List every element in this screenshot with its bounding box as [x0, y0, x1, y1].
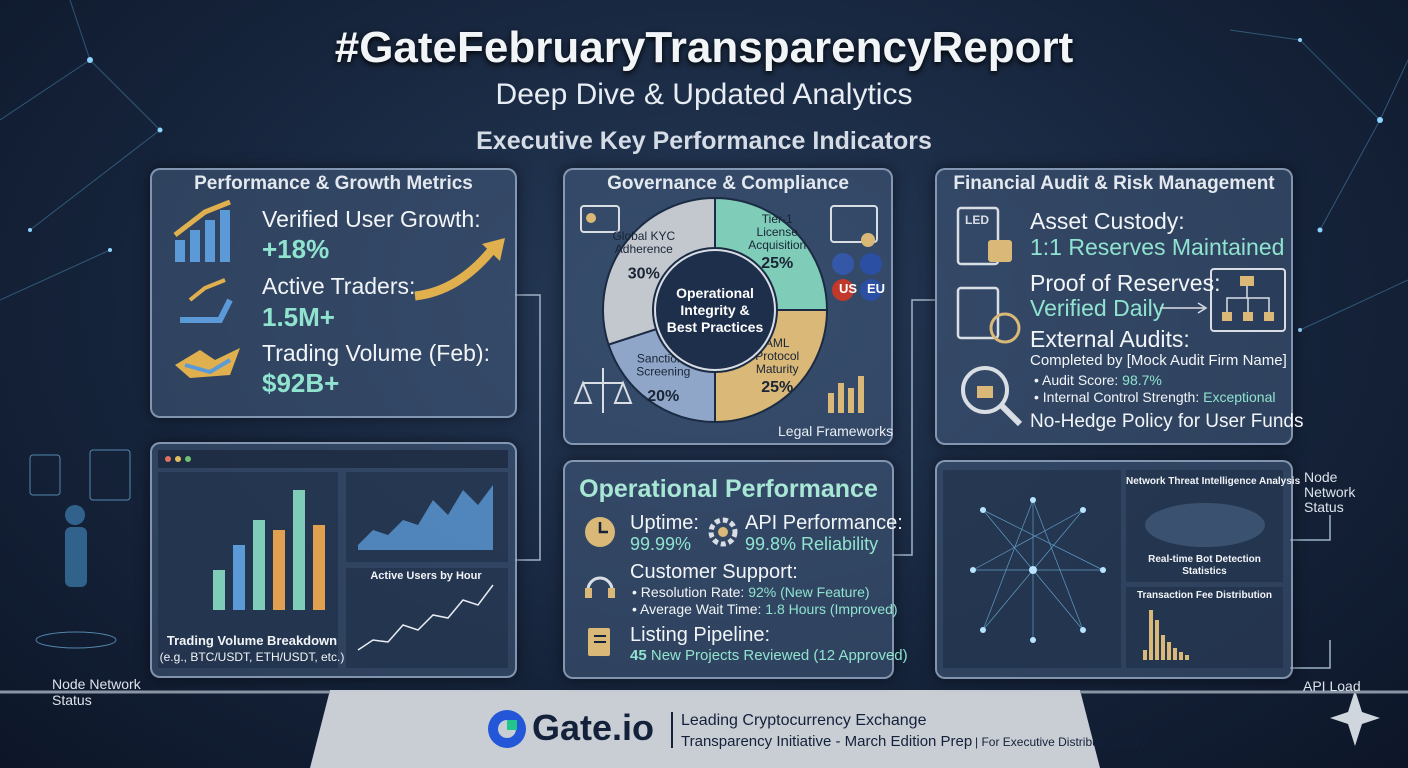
panel-title: Operational Performance [579, 475, 878, 503]
segment-label: Global KYC [612, 229, 675, 243]
op-value: 99.99% [630, 534, 692, 554]
fin-policy: No-Hedge Policy for User Funds [1030, 411, 1304, 432]
person-illustration [29, 449, 131, 649]
icon-label: LED [965, 213, 989, 227]
segment-label: Screening [636, 365, 690, 379]
metric-value: 1.5M+ [262, 302, 335, 332]
growth-arrow [414, 238, 505, 301]
financial-icons [956, 206, 1023, 427]
op-detail-value: New Projects Reviewed (12 Approved) [650, 647, 908, 664]
op-label: Customer Support: [630, 561, 798, 583]
side-label: Status [52, 692, 92, 708]
fin-label: Asset Custody: [1030, 208, 1185, 234]
panel-footer: Legal Frameworks [778, 423, 894, 439]
reserve-tree-icon [1210, 268, 1286, 332]
brand-name: Gate.io [532, 707, 655, 748]
op-value: 99.8% Reliability [745, 534, 879, 554]
metric-label: Verified User Growth: [262, 206, 481, 232]
segment-value: 30% [628, 265, 660, 282]
fin-detail-value: 98.7% [1122, 372, 1162, 388]
panel-title: Governance & Compliance [607, 173, 849, 194]
panel-title: Financial Audit & Risk Management [953, 173, 1275, 194]
separator [671, 712, 673, 748]
section-heading: Executive Key Performance Indicators [476, 127, 932, 155]
footer-band [310, 690, 1100, 768]
segment-label: Adherence [615, 242, 673, 256]
performance-icons [173, 200, 240, 378]
donut-segment [714, 196, 829, 311]
segment-value: 25% [761, 255, 793, 272]
segment-label: AML [765, 336, 790, 350]
footer-note: | For Executive Distribution Only [975, 735, 1147, 749]
sparkle [1330, 690, 1380, 746]
op-detail: • Average Wait Time: [632, 601, 762, 617]
op-label: Uptime: [630, 512, 699, 534]
fin-detail-value: Exceptional [1203, 389, 1276, 405]
fin-value: 1:1 Reserves Maintained [1030, 234, 1285, 260]
fin-label: Proof of Reserves: [1030, 270, 1221, 296]
donut-center [654, 249, 776, 371]
footer-line: Transparency Initiative - March Edition … [681, 733, 973, 750]
chart-title: Active Users by Hour [370, 570, 482, 582]
flag-label: EU [866, 281, 886, 296]
fin-detail: • Internal Control Strength: [1034, 389, 1200, 405]
op-detail: • Resolution Rate: [632, 584, 745, 600]
chart-title: Network Threat Intelligence Analysis [1126, 476, 1301, 487]
metric-label: Active Traders: [262, 273, 416, 299]
connectors [515, 294, 1331, 669]
segment-label: Tier-1 [762, 212, 793, 226]
segment-value: 20% [647, 388, 679, 405]
segment-label: Protocol [755, 349, 799, 363]
donut-segment [602, 196, 716, 346]
metric-label: Trading Volume (Feb): [262, 340, 490, 366]
chart-title: Real-time Bot Detection [1148, 554, 1261, 565]
governance-icons [573, 205, 882, 413]
network-nodes [28, 38, 1383, 332]
chart-title: Transaction Fee Distribution [1136, 590, 1273, 601]
subtitle: Deep Dive & Updated Analytics [495, 78, 913, 111]
arrow [1160, 302, 1208, 314]
fin-value: Verified Daily [1030, 295, 1165, 321]
metric-value: $92B+ [262, 368, 340, 398]
fin-detail: Completed by [Mock Audit Firm Name] [1030, 352, 1287, 369]
op-detail-value: 45 [630, 647, 647, 664]
fin-label: External Audits: [1030, 326, 1190, 352]
segment-label: Maturity [756, 362, 799, 376]
op-detail-value: 92% (New Feature) [748, 584, 870, 600]
side-label: Node [1304, 469, 1338, 485]
flag-label: US [838, 281, 858, 296]
donut-center-label: Integrity & [680, 302, 749, 318]
chart-title: Trading Volume Breakdown [166, 633, 338, 648]
chart-title: Statistics [1182, 566, 1227, 577]
side-label: Node Network [52, 676, 141, 692]
donut-segment [714, 309, 829, 424]
footer-line: Leading Cryptocurrency Exchange [681, 712, 927, 729]
operational-panel [563, 460, 894, 679]
metric-value: +18% [262, 234, 330, 264]
title: #GateFebruaryTransparencyReport [334, 23, 1074, 72]
segment-label: License [757, 225, 799, 239]
op-label: Listing Pipeline: [630, 624, 771, 646]
brand-logo [488, 710, 526, 748]
fin-detail: • Audit Score: [1034, 372, 1119, 388]
network-lines [0, 0, 1408, 331]
segment-value: 25% [761, 379, 793, 396]
chart-subtitle: (e.g., BTC/USDT, ETH/USDT, etc.) [159, 650, 345, 664]
donut-center-label: Best Practices [667, 319, 764, 335]
donut-center-label: Operational [676, 285, 754, 301]
network-dashboard [943, 470, 1283, 668]
panel-title: Performance & Growth Metrics [194, 173, 473, 194]
side-label: Status [1304, 499, 1344, 515]
op-label: API Performance: [745, 512, 903, 534]
op-detail-value: 1.8 Hours (Improved) [765, 601, 898, 617]
trading-dashboard [158, 450, 508, 668]
side-label: Network [1304, 484, 1356, 500]
side-label: API Load [1303, 678, 1361, 694]
operational-icons [585, 517, 738, 656]
segment-label: Acquisition [748, 238, 806, 252]
